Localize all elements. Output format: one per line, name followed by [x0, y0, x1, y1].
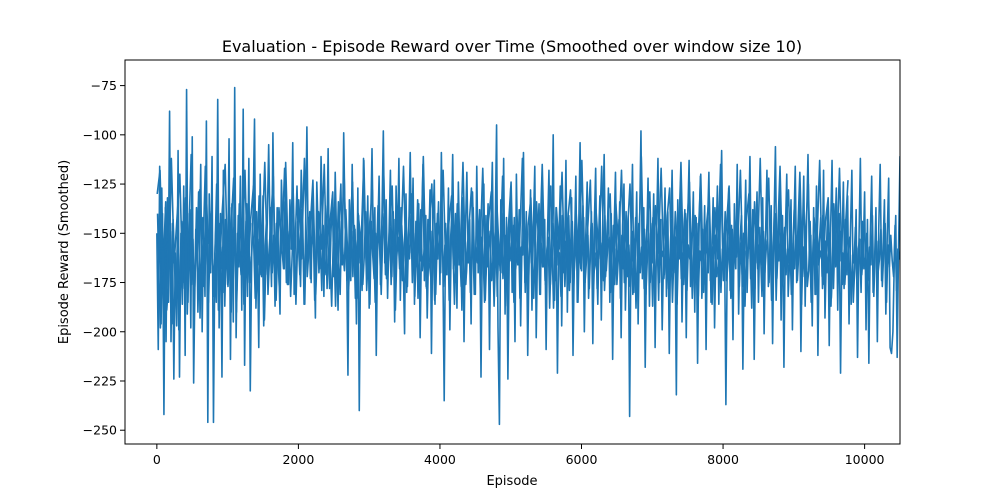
series-layer [156, 86, 900, 426]
y-axis: −75 −100 −125 −150 −175 −200 −225 −250 [83, 78, 125, 438]
series-line-2 [156, 153, 849, 313]
y-tick-label: −200 [83, 324, 117, 339]
x-tick-label: 4000 [424, 452, 456, 467]
y-axis-label: Episode Reward (Smoothed) [57, 160, 72, 344]
y-tick-label: −100 [83, 127, 117, 142]
x-tick-label: 8000 [707, 452, 739, 467]
x-axis-label: Episode [486, 474, 537, 489]
x-tick-label: 10000 [845, 452, 885, 467]
y-tick-label: −175 [83, 275, 117, 290]
x-tick-label: 0 [153, 452, 161, 467]
x-tick-label: 6000 [566, 452, 598, 467]
y-tick-label: −150 [83, 226, 117, 241]
y-tick-label: −225 [83, 373, 117, 388]
y-tick-label: −250 [83, 423, 117, 438]
x-tick-label: 2000 [282, 452, 314, 467]
plot-frame [124, 59, 901, 445]
chart-title: Evaluation - Episode Reward over Time (S… [222, 37, 802, 56]
y-tick-label: −75 [91, 78, 117, 93]
x-axis: 0 2000 4000 6000 8000 10000 [153, 444, 885, 467]
y-tick-label: −125 [83, 177, 117, 192]
